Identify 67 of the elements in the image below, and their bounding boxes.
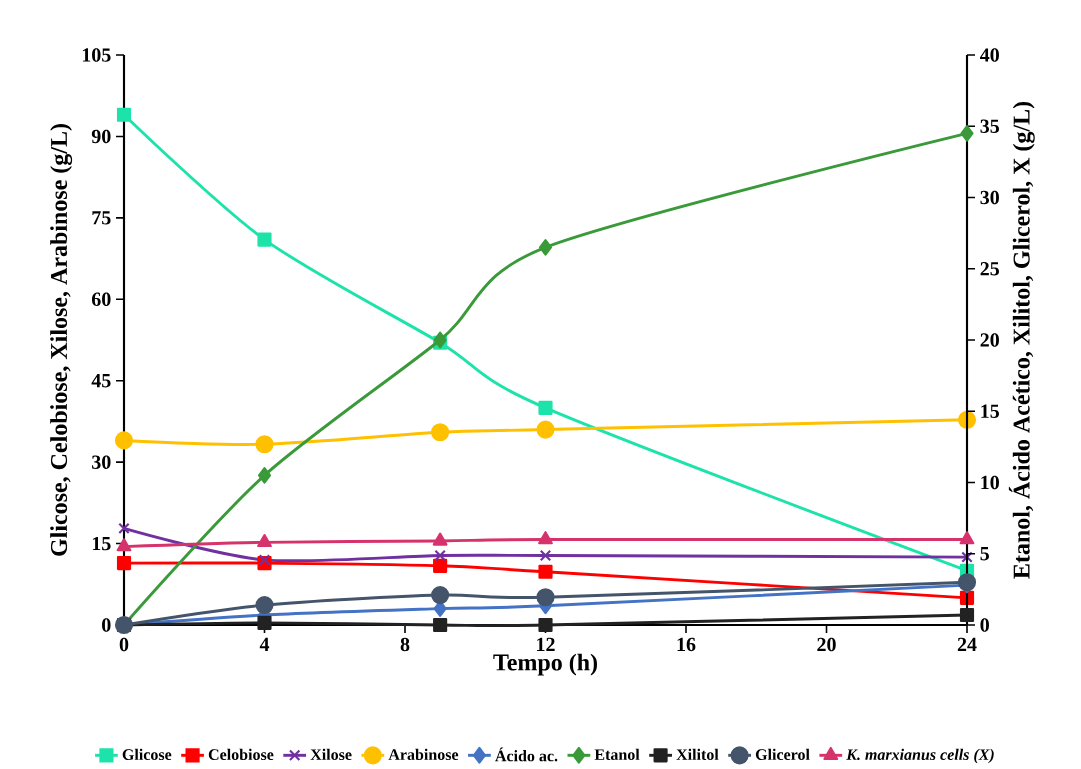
y2-tick-label: 20 — [980, 333, 999, 347]
point — [536, 588, 555, 607]
legend-label: Celobiose — [208, 748, 274, 761]
legend-label: Xilose — [310, 748, 352, 761]
x-tick-label: 24 — [957, 637, 977, 651]
point — [538, 564, 553, 579]
y-tick-label: 0 — [102, 618, 111, 632]
y-tick-label: 15 — [92, 536, 111, 551]
point — [538, 400, 553, 415]
legend-label: Ácido ac. — [495, 747, 558, 762]
point — [960, 124, 974, 142]
y-tick-label: 90 — [91, 129, 111, 144]
x-axis-title: Tempo (h) — [493, 653, 598, 676]
x-tick-label: 16 — [677, 637, 696, 652]
point — [433, 558, 448, 573]
y2-tick-label: 10 — [981, 475, 999, 490]
point — [433, 331, 447, 349]
point — [431, 423, 450, 442]
point — [257, 232, 272, 247]
point — [114, 431, 134, 450]
y-tick-label: 60 — [91, 292, 111, 307]
y-tick-label: 105 — [82, 48, 111, 62]
point — [959, 607, 975, 623]
y2-tick-label: 15 — [981, 404, 999, 418]
legend-label: Arabinose — [388, 748, 459, 761]
point — [536, 420, 555, 439]
x-tick-label: 20 — [817, 637, 836, 652]
point — [257, 615, 272, 630]
y2-tick-label: 35 — [980, 119, 999, 133]
y2-tick-label: 0 — [980, 618, 989, 632]
y2-tick-label: 30 — [980, 190, 999, 205]
point — [257, 466, 272, 484]
y2-tick-label: 25 — [980, 262, 999, 276]
point — [431, 586, 450, 605]
y-tick-label: 75 — [92, 211, 111, 225]
legend-label: Etanol — [594, 748, 640, 761]
legend-label: Glicose — [122, 748, 172, 761]
point — [257, 533, 272, 548]
point — [538, 238, 553, 256]
y2-tick-label: 40 — [979, 48, 999, 62]
legend-label: Xilitol — [676, 748, 719, 761]
y2-axis-title: Etanol, Ácido Acético, Xilitol, Glicerol, X (g/L) — [1008, 101, 1035, 579]
legend-label: Glicerol — [755, 748, 810, 761]
y2-tick-label: 5 — [980, 547, 989, 561]
point — [255, 435, 274, 454]
point — [539, 549, 552, 562]
point — [538, 617, 553, 633]
point — [433, 617, 448, 633]
point — [116, 538, 132, 552]
y-tick-label: 45 — [91, 374, 111, 388]
legend-label: K. marxianus cells (X) — [846, 748, 994, 764]
x-tick-label: 0 — [119, 637, 129, 652]
point — [434, 549, 446, 562]
y-tick-label: 30 — [92, 455, 111, 469]
x-tick-label: 8 — [400, 637, 410, 652]
point — [432, 532, 448, 546]
point — [255, 595, 274, 615]
point — [959, 531, 975, 545]
point — [118, 522, 130, 535]
point — [961, 551, 973, 563]
point — [258, 554, 271, 566]
point — [538, 531, 553, 545]
x-tick-label: 12 — [537, 637, 555, 651]
point — [116, 556, 132, 571]
point — [116, 107, 132, 122]
x-tick-label: 4 — [259, 637, 270, 651]
y-axis-title: Glicose, Celobiose, Xilose, Arabinose (g/L) — [50, 124, 73, 556]
